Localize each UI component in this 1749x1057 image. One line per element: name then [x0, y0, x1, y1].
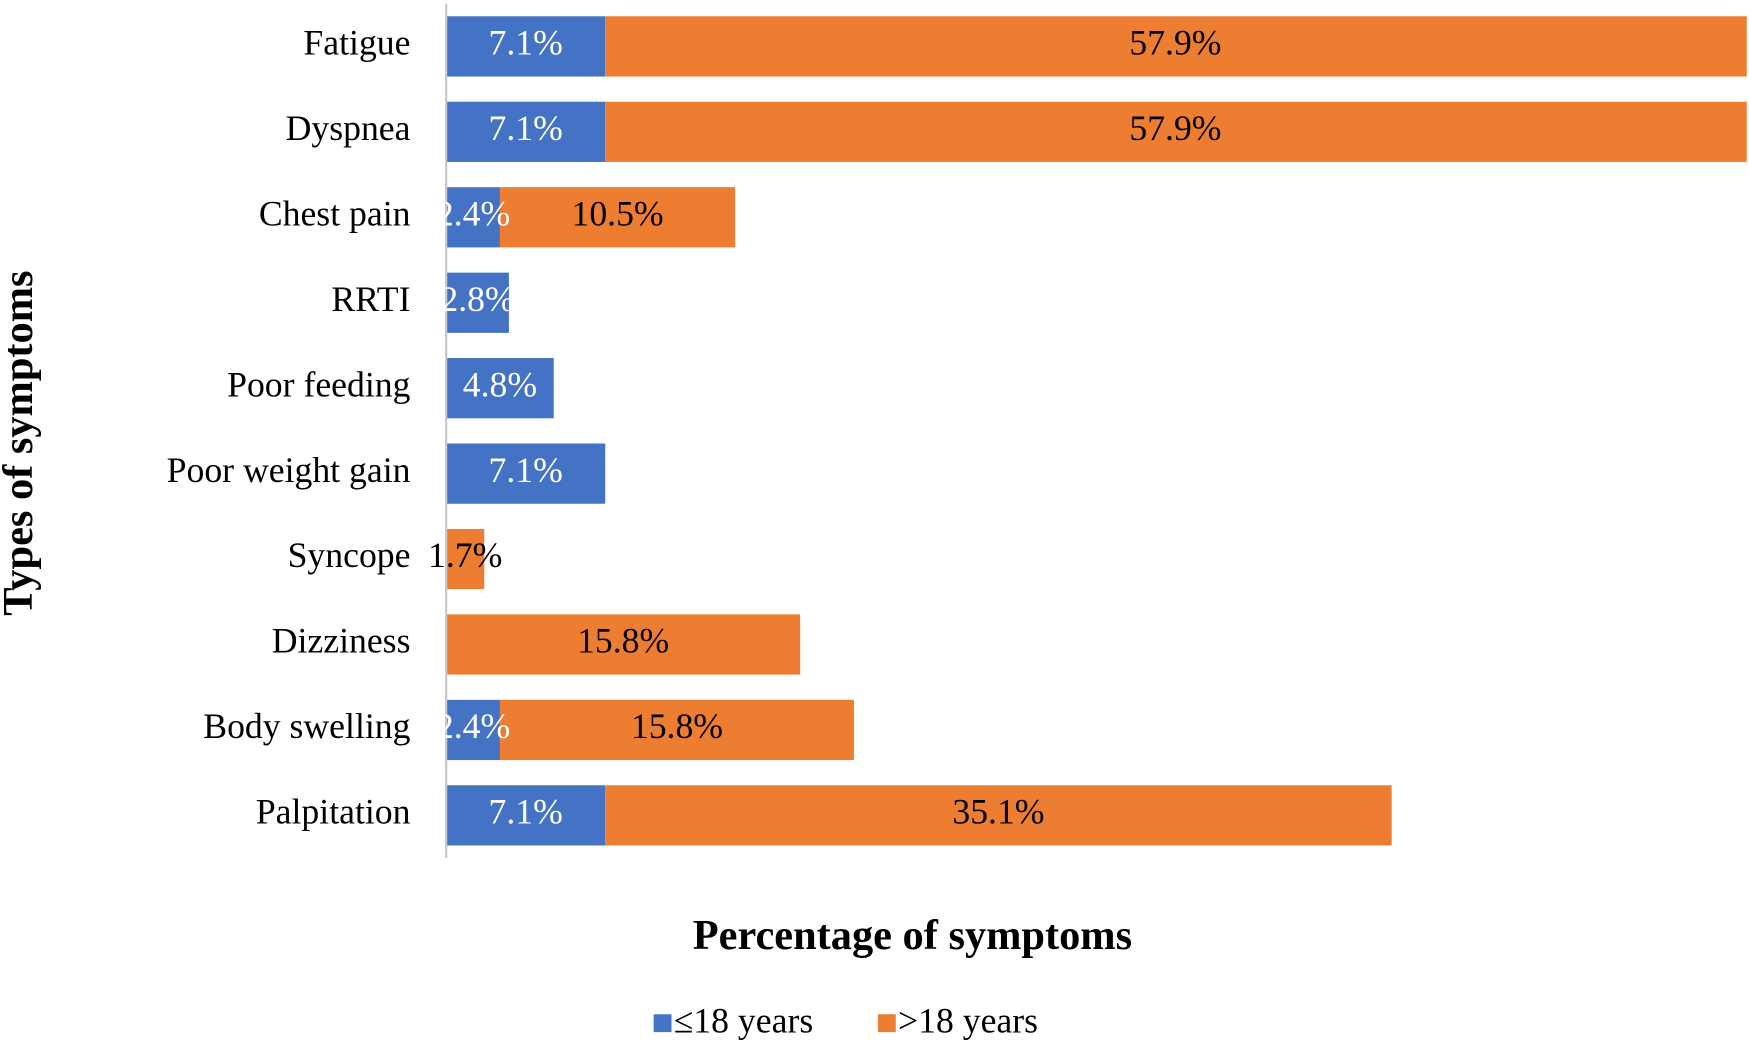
bar-segment: [446, 187, 500, 248]
data-label: 57.9%: [1129, 23, 1221, 63]
y-tick-label: Poor feeding: [227, 364, 411, 404]
bar-segment: [446, 528, 485, 590]
legend-label: ≤18 years: [674, 1000, 814, 1040]
y-tick-label: Palpitation: [256, 792, 411, 832]
legend-swatch: [877, 1014, 896, 1033]
data-label: 2.8%: [440, 279, 514, 319]
data-label: 7.1%: [489, 23, 563, 63]
data-label: 10.5%: [571, 193, 663, 233]
bar-segment: [446, 101, 606, 162]
bar-segment: [446, 16, 606, 77]
bar-segment: [499, 699, 854, 761]
y-tick-label: Fatigue: [303, 23, 410, 63]
data-label: 4.8%: [463, 364, 537, 404]
bar-segment: [446, 358, 554, 419]
legend-swatch: [653, 1014, 672, 1033]
bar-segment: [446, 699, 500, 761]
y-tick-label: Poor weight gain: [167, 450, 411, 490]
y-tick-label: Syncope: [288, 535, 411, 575]
data-label: 15.8%: [577, 621, 669, 661]
data-label: 1.7%: [428, 535, 502, 575]
data-label: 7.1%: [489, 792, 563, 832]
y-tick-label: Body swelling: [203, 706, 410, 746]
data-label: 7.1%: [489, 450, 563, 490]
data-label: 2.4%: [436, 706, 510, 746]
data-label: 2.4%: [436, 193, 510, 233]
bar-segment: [605, 101, 1747, 162]
y-tick-label: Dizziness: [272, 621, 411, 661]
bar-segment: [446, 443, 606, 504]
bar-segment: [605, 785, 1392, 846]
bar-segment: [446, 614, 801, 675]
bar-segment: [446, 272, 509, 333]
data-label: 7.1%: [489, 108, 563, 148]
data-label: 57.9%: [1129, 108, 1221, 148]
bar-segment: [446, 785, 606, 846]
data-label: 35.1%: [952, 792, 1044, 832]
y-tick-label: Chest pain: [259, 193, 411, 233]
y-tick-label: Dyspnea: [286, 108, 411, 148]
bar-segment: [605, 16, 1747, 77]
y-tick-label: RRTI: [331, 279, 410, 319]
bar-segment: [499, 187, 736, 248]
legend-label: >18 years: [898, 1000, 1038, 1040]
x-axis-title: Percentage of symptoms: [693, 912, 1132, 959]
plot-area: [446, 16, 1747, 846]
y-axis-title: Types of symptoms: [0, 271, 42, 616]
data-label: 15.8%: [631, 706, 723, 746]
